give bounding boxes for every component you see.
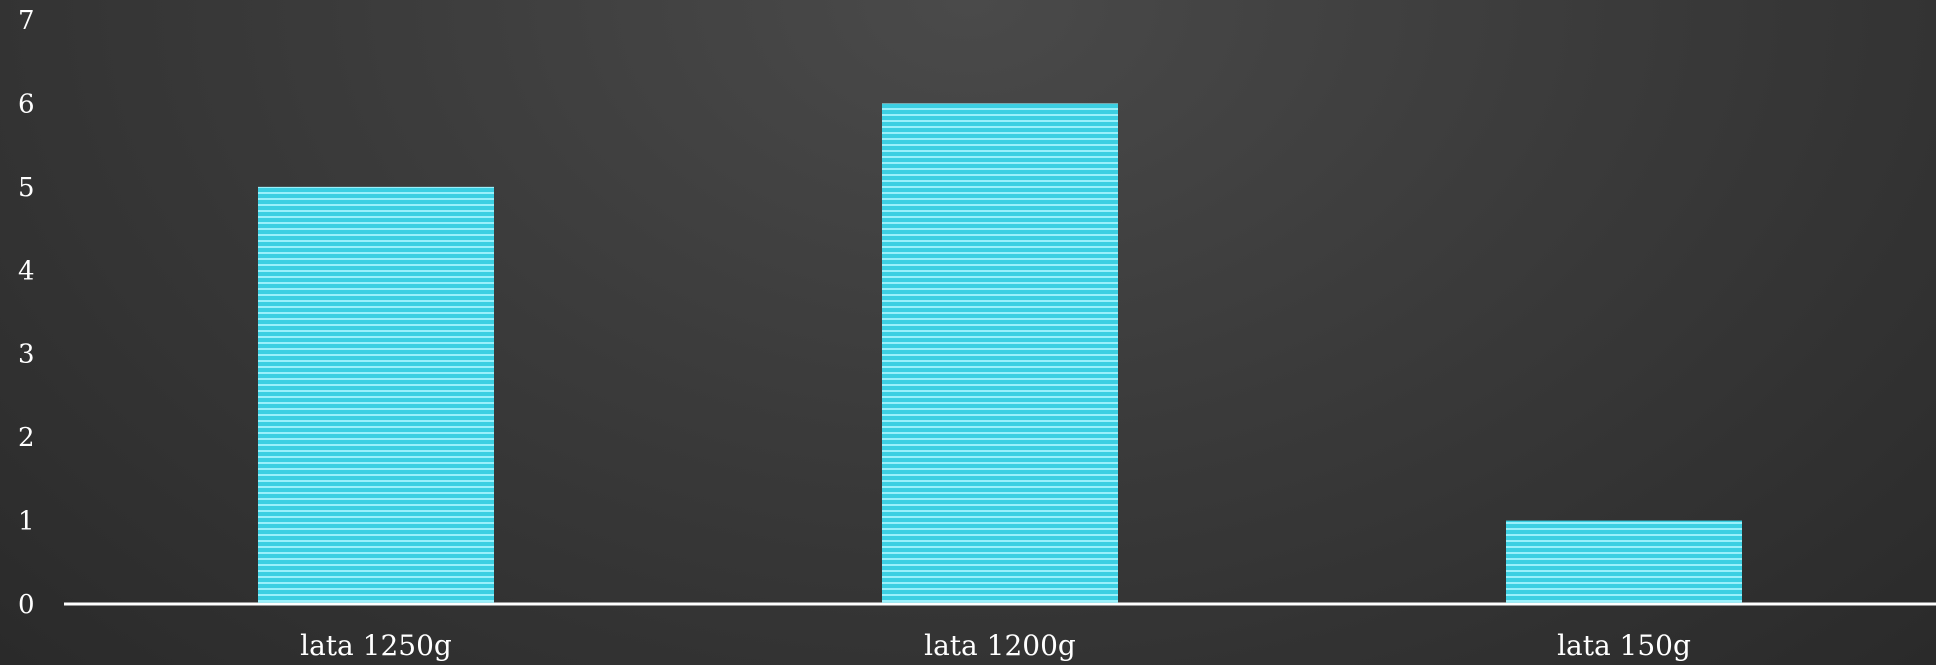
y-tick-label: 7 — [18, 6, 35, 36]
y-tick-label: 4 — [18, 256, 35, 286]
y-tick-label: 2 — [18, 423, 35, 453]
y-tick-label: 1 — [18, 507, 35, 537]
y-tick-label: 3 — [18, 340, 35, 370]
y-tick-label: 6 — [18, 89, 35, 119]
x-axis-labels: lata 1250g lata 1200g lata 150g — [300, 629, 1691, 662]
bar — [882, 103, 1118, 604]
x-category-label: lata 150g — [1557, 629, 1691, 662]
y-tick-label: 5 — [18, 173, 35, 203]
bar — [1506, 520, 1742, 604]
y-axis-ticks: 0 1 2 3 4 5 6 7 — [18, 6, 35, 620]
bar — [258, 186, 494, 604]
x-category-label: lata 1200g — [924, 629, 1076, 662]
bars — [258, 103, 1742, 604]
y-tick-label: 0 — [18, 590, 35, 620]
x-category-label: lata 1250g — [300, 629, 452, 662]
